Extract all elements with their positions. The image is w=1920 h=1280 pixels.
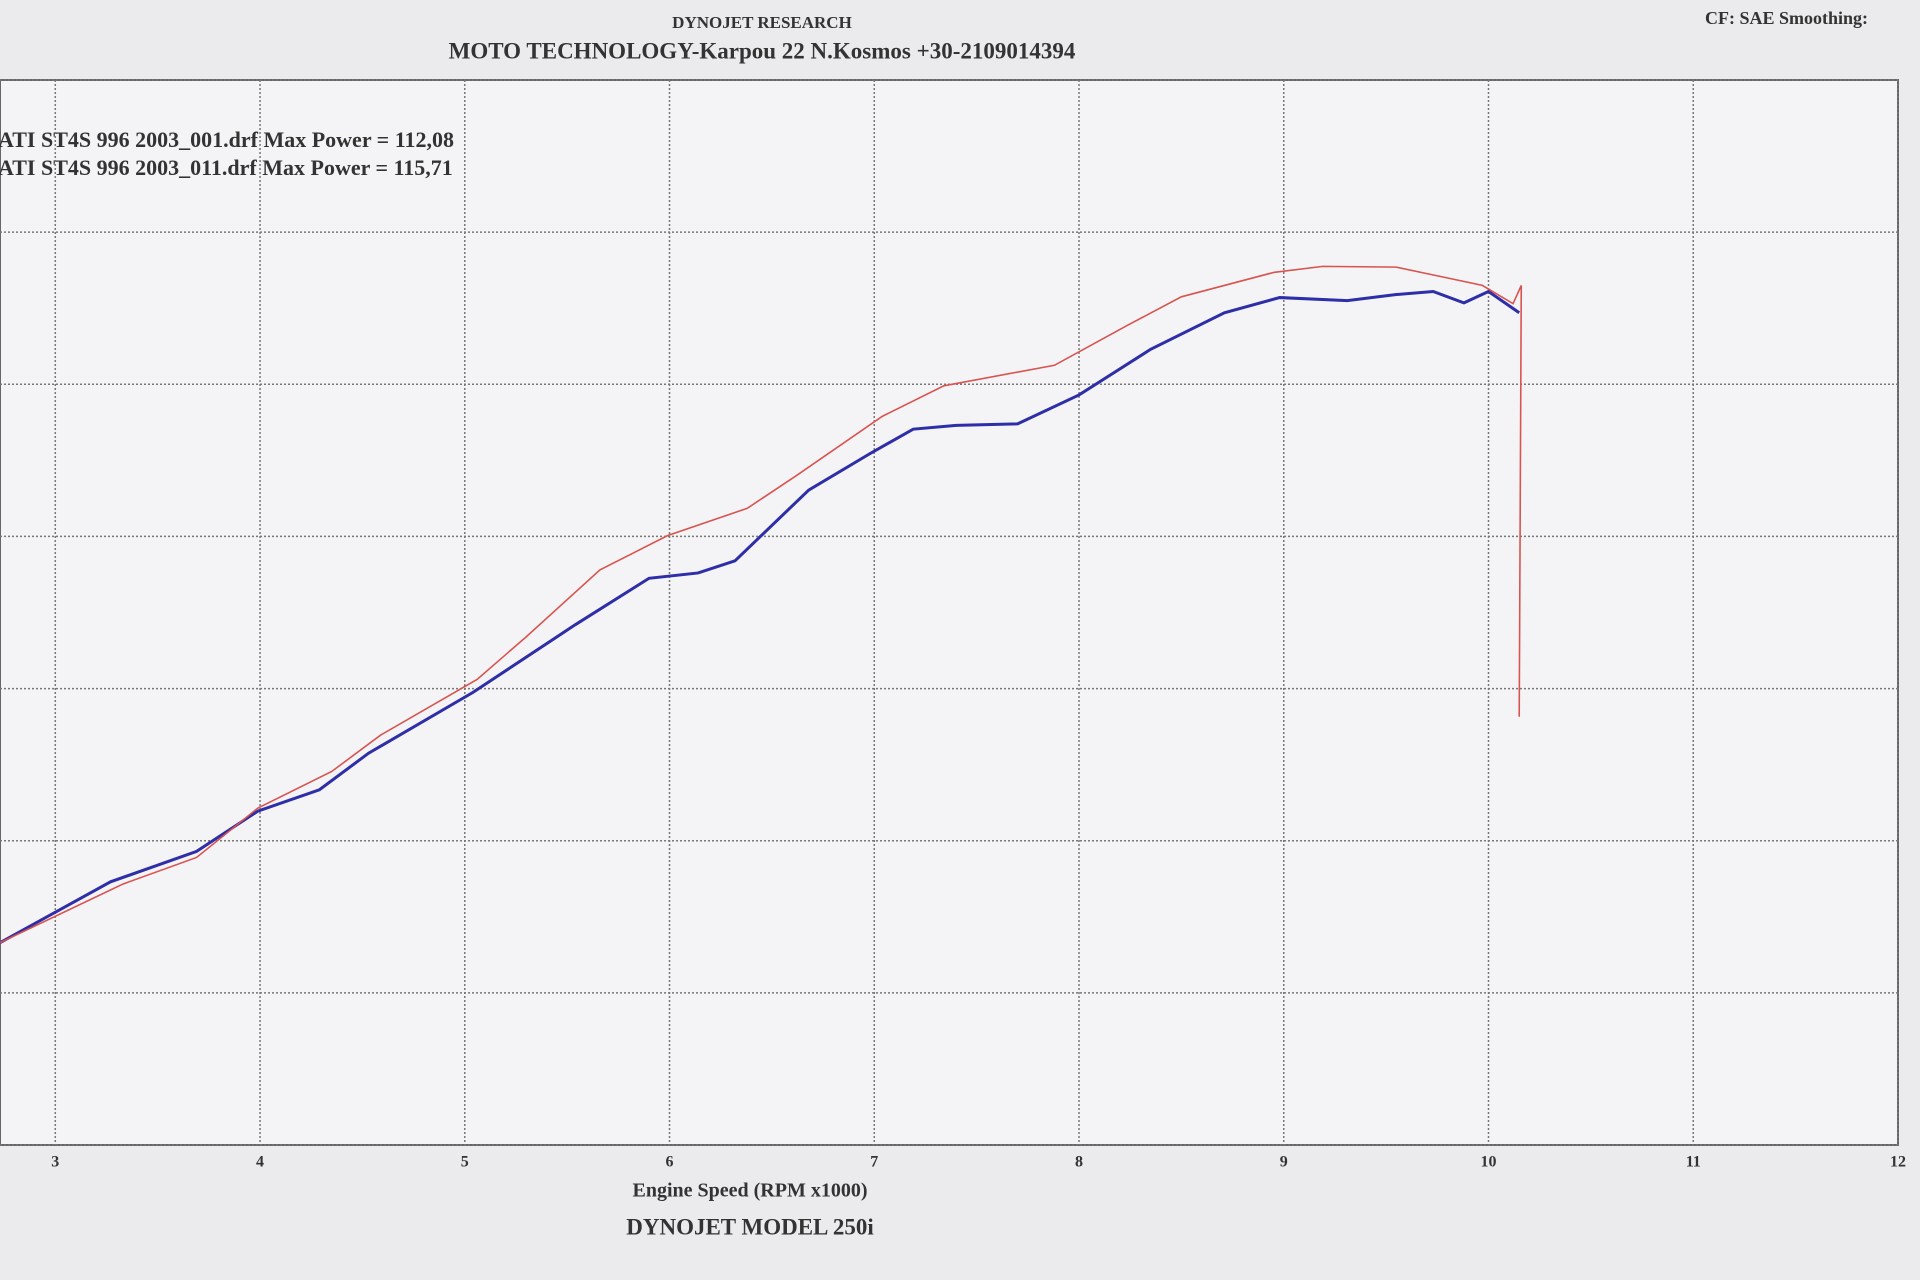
- x-tick-label: 4: [256, 1154, 264, 1171]
- x-tick-label: 11: [1686, 1154, 1701, 1171]
- x-tick-label: 5: [461, 1154, 469, 1171]
- legend-entry: ATI ST4S 996 2003_001.drf Max Power = 11…: [0, 127, 454, 152]
- x-tick-label: 7: [870, 1154, 878, 1171]
- x-tick-label: 12: [1890, 1154, 1906, 1171]
- chart-title: MOTO TECHNOLOGY-Karpou 22 N.Kosmos +30-2…: [449, 38, 1076, 63]
- x-tick-label: 10: [1481, 1154, 1497, 1171]
- x-axis-label: Engine Speed (RPM x1000): [633, 1180, 868, 1202]
- chart-header: DYNOJET RESEARCH: [672, 13, 852, 32]
- data-line: [0, 265, 1523, 944]
- x-tick-label: 3: [51, 1154, 59, 1171]
- x-tick-label: 8: [1075, 1154, 1083, 1171]
- settings-label: CF: SAE Smoothing:: [1705, 8, 1868, 28]
- x-tick-label: 9: [1280, 1154, 1288, 1171]
- data-line: [0, 289, 1521, 944]
- plot-frame: [0, 79, 1899, 1146]
- x-tick-label: 6: [666, 1154, 674, 1171]
- legend-entry: ATI ST4S 996 2003_011.drf Max Power = 11…: [0, 155, 453, 180]
- footer: DYNOJET MODEL 250i: [626, 1214, 874, 1239]
- legend: ATI ST4S 996 2003_001.drf Max Power = 11…: [0, 127, 454, 180]
